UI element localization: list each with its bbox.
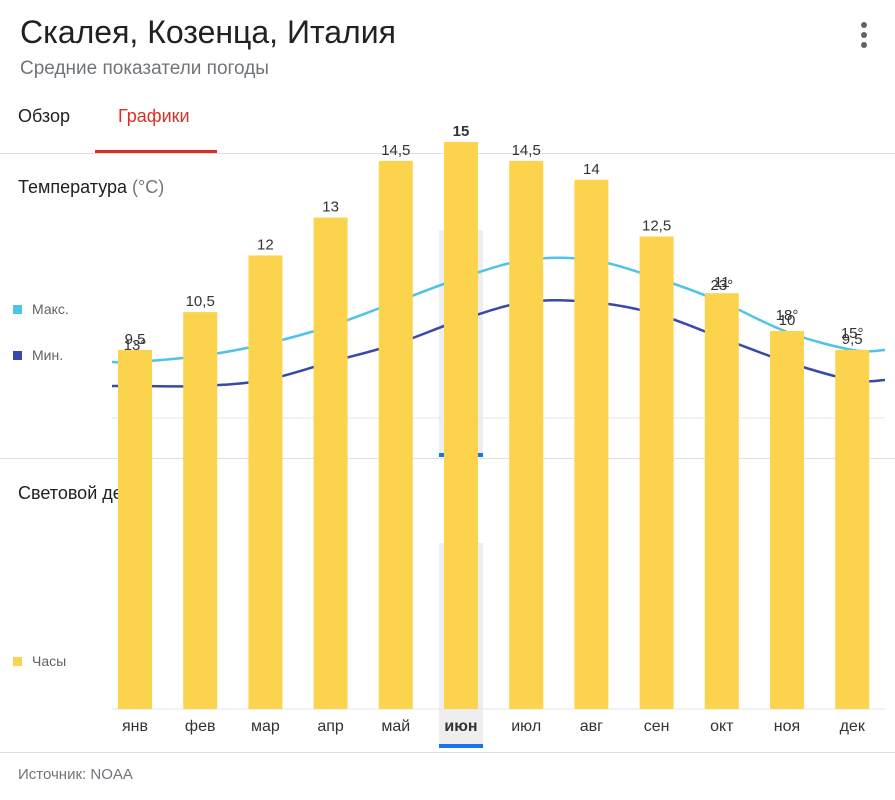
daylight-value-label: 14 bbox=[583, 161, 600, 178]
legend-max-swatch bbox=[13, 305, 22, 314]
daylight-value-label: 13 bbox=[322, 199, 339, 216]
daylight-section-title: Световой день bbox=[18, 483, 143, 503]
temperature-title: Температура bbox=[18, 177, 128, 197]
max-temp-label: 15° bbox=[841, 325, 864, 342]
daylight-value-label: 9,5 bbox=[842, 331, 863, 348]
legend-hours-label: Часы bbox=[32, 653, 67, 669]
daylight-value-label: 12,5 bbox=[642, 218, 671, 235]
daylight-bar bbox=[770, 331, 804, 709]
daylight-value-label: 15 bbox=[453, 123, 470, 140]
daylight-bar bbox=[248, 255, 283, 709]
month-tick-label: дек bbox=[840, 718, 866, 735]
daylight-value-label: 9,5 bbox=[125, 331, 146, 348]
temperature-unit: (°C) bbox=[132, 177, 165, 197]
daylight-bar bbox=[574, 179, 609, 710]
daylight-bar bbox=[509, 160, 544, 709]
month-tick-label: мар bbox=[251, 718, 280, 735]
daylight-bar bbox=[704, 293, 739, 709]
month-tick-label: сен bbox=[644, 718, 670, 735]
selected-month-indicator bbox=[439, 744, 483, 748]
max-temp-label: 18° bbox=[776, 307, 799, 324]
footer-divider bbox=[0, 752, 895, 753]
active-tab-indicator bbox=[95, 150, 217, 153]
month-tick-label: окт bbox=[710, 718, 734, 735]
legend-min-label: Мин. bbox=[32, 347, 64, 363]
daylight-value-label: 10 bbox=[779, 312, 796, 329]
legend-hours: Часы bbox=[13, 653, 66, 669]
daylight-bar bbox=[183, 312, 218, 709]
temperature-section-title: Температура (°C) bbox=[18, 177, 164, 198]
legend-max-label: Макс. bbox=[32, 301, 69, 317]
source-note: Источник: NOAA bbox=[18, 766, 133, 783]
legend-hours-swatch bbox=[13, 657, 22, 666]
daylight-bar bbox=[118, 349, 152, 709]
month-tick-label: июл bbox=[511, 718, 541, 735]
month-tick-label: июн bbox=[444, 718, 477, 735]
daylight-bar bbox=[378, 160, 413, 709]
tab-charts[interactable]: Графики bbox=[118, 106, 190, 126]
legend-min: Мин. bbox=[13, 347, 63, 363]
legend-max: Макс. bbox=[13, 301, 69, 317]
page-subtitle: Средние показатели погоды bbox=[20, 58, 269, 79]
daylight-chart: 9,5 10,5 12 13 14,5 15 14,5 14 12,5 11 10 9,5 янв фев… bbox=[112, 123, 885, 748]
legend-min-swatch bbox=[13, 351, 22, 360]
max-temp-label: 13° bbox=[124, 337, 147, 354]
max-temp-label: 23° bbox=[710, 277, 733, 294]
daylight-bar bbox=[835, 349, 870, 709]
month-tick-label: май bbox=[381, 718, 410, 735]
month-tick-label: авг bbox=[580, 718, 603, 735]
month-tick-label: янв bbox=[122, 718, 148, 735]
daylight-value-label: 10,5 bbox=[186, 293, 215, 310]
month-tick-label: ноя bbox=[774, 718, 800, 735]
tab-overview[interactable]: Обзор bbox=[18, 106, 70, 126]
page-title: Скалея, Козенца, Италия bbox=[20, 14, 396, 50]
month-tick-label: апр bbox=[317, 718, 344, 735]
more-vert-icon[interactable] bbox=[852, 18, 876, 52]
daylight-value-label: 12 bbox=[257, 236, 274, 253]
daylight-value-label: 14,5 bbox=[381, 142, 410, 159]
daylight-value-label: 14,5 bbox=[512, 142, 541, 159]
month-tick-label: фев bbox=[185, 718, 216, 735]
daylight-bar bbox=[444, 142, 478, 709]
daylight-value-label: 11 bbox=[714, 274, 730, 291]
daylight-bar bbox=[639, 236, 674, 709]
daylight-bar bbox=[313, 217, 348, 709]
